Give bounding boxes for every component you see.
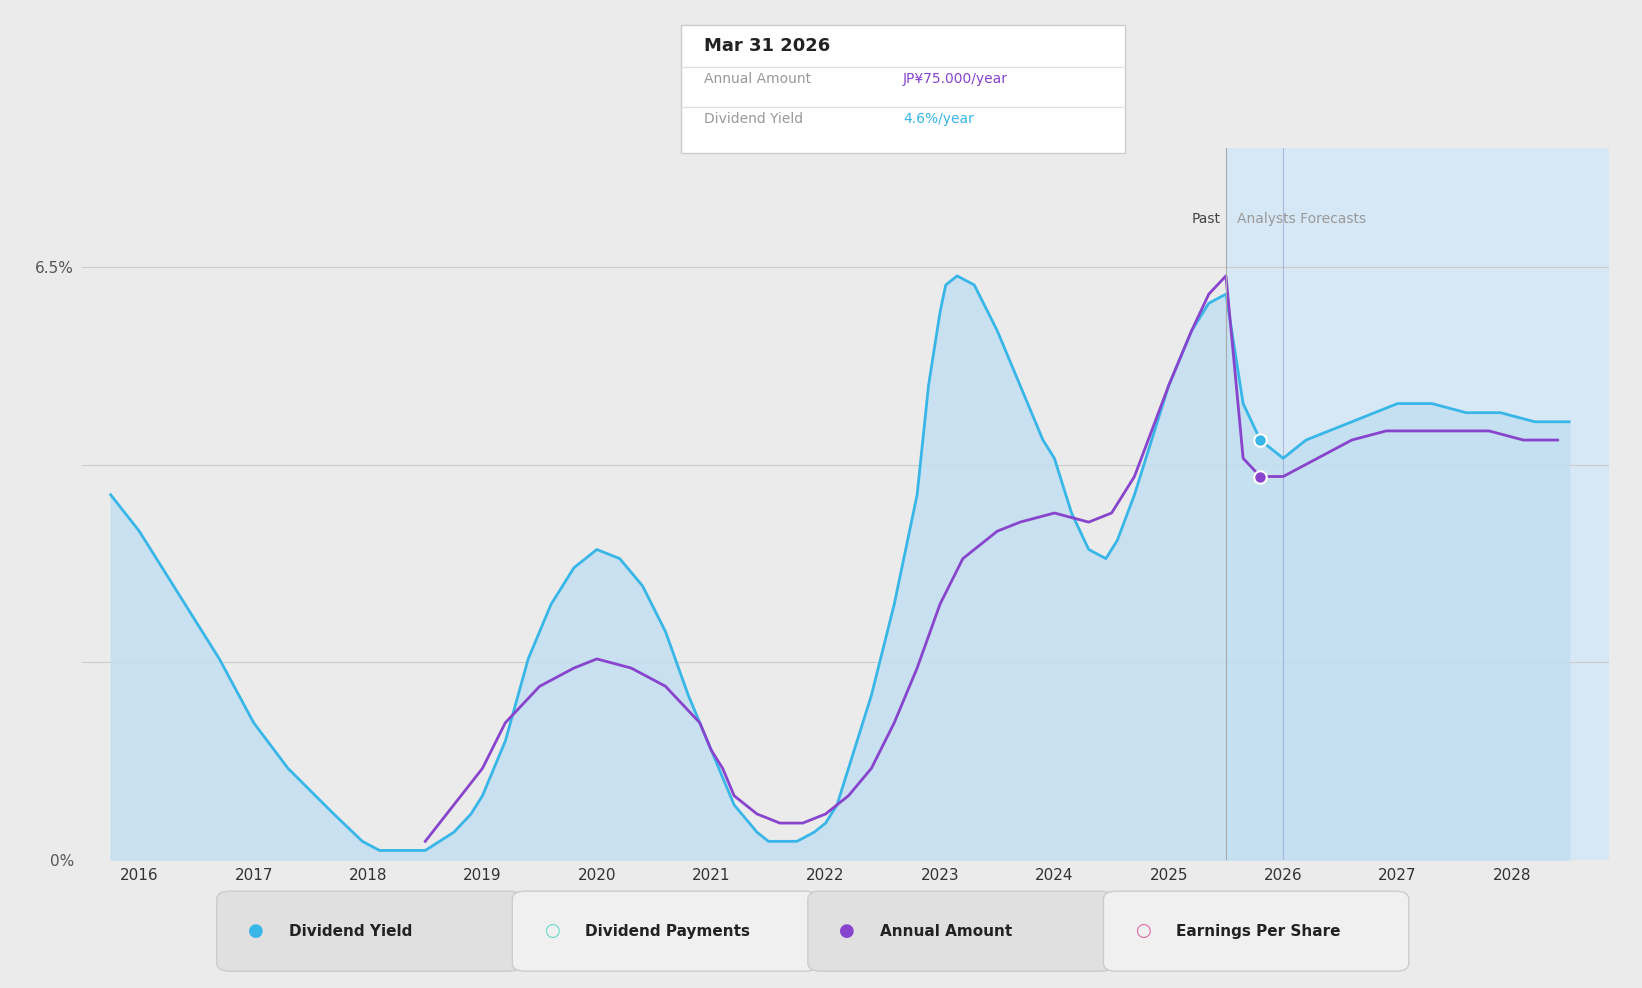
Text: Mar 31 2026: Mar 31 2026 xyxy=(704,37,831,54)
Text: Past: Past xyxy=(1190,212,1220,226)
Text: Earnings Per Share: Earnings Per Share xyxy=(1176,924,1340,939)
Text: 4.6%/year: 4.6%/year xyxy=(903,112,974,125)
Text: JP¥75.000/year: JP¥75.000/year xyxy=(903,72,1008,86)
Bar xyxy=(1227,148,1609,860)
Text: Analysts Forecasts: Analysts Forecasts xyxy=(1238,212,1366,226)
Text: ○: ○ xyxy=(1135,922,1151,941)
Text: Dividend Yield: Dividend Yield xyxy=(289,924,412,939)
Text: Dividend Payments: Dividend Payments xyxy=(585,924,749,939)
Text: Annual Amount: Annual Amount xyxy=(880,924,1013,939)
Text: Dividend Yield: Dividend Yield xyxy=(704,112,803,125)
Text: ●: ● xyxy=(839,922,855,941)
Text: Annual Amount: Annual Amount xyxy=(704,72,811,86)
Text: ●: ● xyxy=(248,922,264,941)
Text: ○: ○ xyxy=(544,922,560,941)
